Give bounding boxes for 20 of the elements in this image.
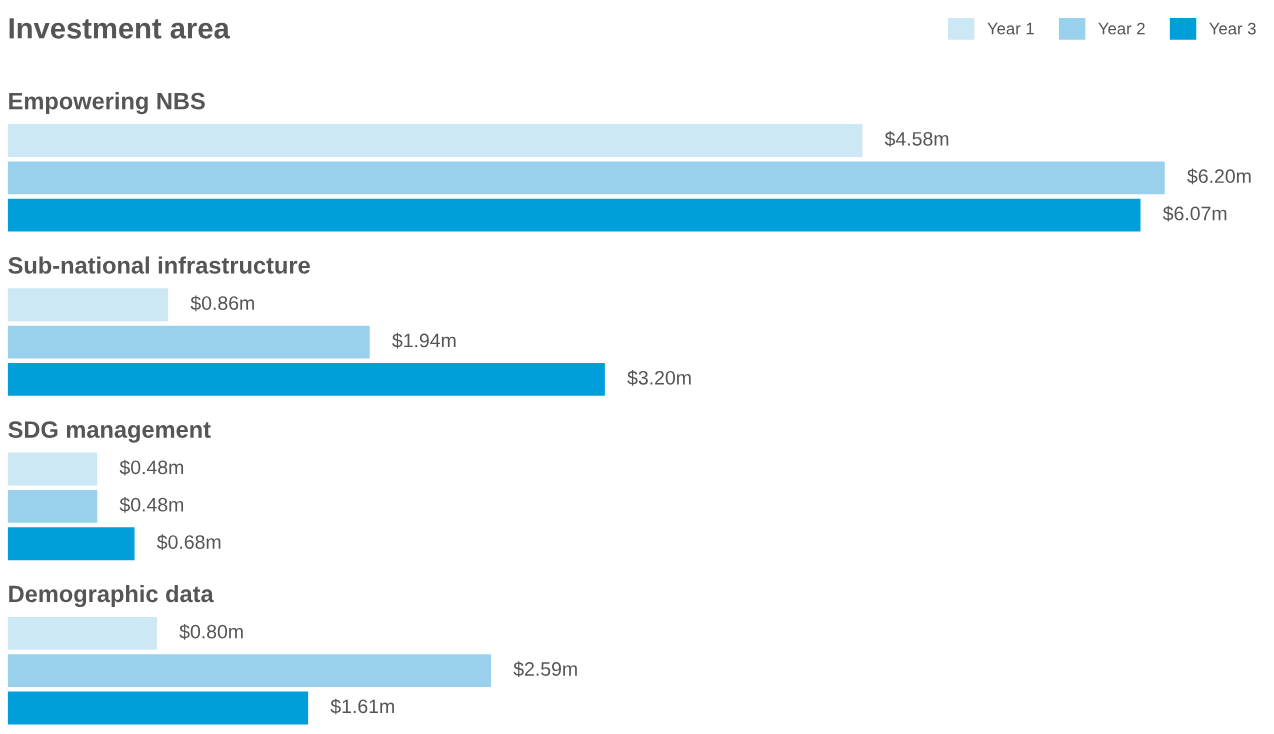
data-label: $6.07m [1162,205,1227,222]
data-label: $0.48m [119,497,184,513]
data-label: $0.48m [119,459,184,476]
data-label: $1.94m [392,332,456,349]
data-label: $6.20m [1187,168,1251,185]
y-tick-label: Sub-national infrastructure [8,256,310,274]
data-label: $0.68m [156,534,221,551]
y-tick-label: Empowering NBS [9,92,205,115]
legend-label: Year 3 [1209,22,1256,35]
legend-label: Year 2 [1098,22,1145,35]
data-label: $2.59m [513,661,577,678]
data-label: $3.20m [627,370,691,386]
data-label: $0.86m [190,295,254,312]
y-tick-label: SDG management [8,421,211,443]
data-label: $4.58m [884,131,949,147]
y-tick-label: Demographic data [9,584,214,608]
chart-title: Investment area [9,18,230,39]
data-label: $0.80m [179,623,243,640]
data-label: $1.61m [330,698,394,715]
legend-label: Year 1 [987,22,1034,35]
